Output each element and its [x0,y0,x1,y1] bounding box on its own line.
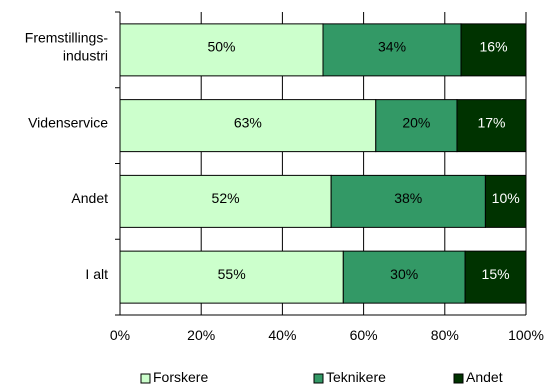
x-tick-label: 80% [431,327,459,343]
bar-segment [456,99,527,153]
bar-segment [484,174,527,228]
data-label: 16% [480,39,508,55]
bar-segment [342,250,466,304]
data-label: 20% [402,114,430,130]
bar-segment [375,99,458,153]
x-tick-label: 20% [187,327,215,343]
x-tick-label: 60% [350,327,378,343]
data-label: 63% [234,114,262,130]
bar-segment [119,250,344,304]
bar-segment [330,174,486,228]
bar-segment [460,23,527,77]
category-label: Fremstillings- [25,30,109,46]
x-tick-labels: 0% 20% 40% 60% 80% 100% [110,327,544,343]
data-label: 55% [218,266,246,282]
legend-label: Teknikere [326,369,386,385]
x-tick-label: 0% [110,327,130,343]
bar-segment [464,250,527,304]
legend-label: Andet [466,369,503,385]
x-tick-label: 40% [268,327,296,343]
bar-segment [119,99,377,153]
data-label: 15% [482,266,510,282]
data-label: 30% [390,266,418,282]
data-label: 17% [477,114,505,130]
data-label: 50% [207,39,235,55]
axes [115,11,526,316]
legend-swatch [140,373,151,384]
category-label: Andet [71,190,108,206]
data-label: 38% [394,190,422,206]
legend-swatch [453,373,464,384]
category-label: industri [63,48,108,64]
legend: Forskere Teknikere Andet [140,369,503,385]
bar-segment [119,174,332,228]
category-labels: Fremstillings-industri Videnservice Andet I… [25,30,109,282]
data-label: 34% [378,39,406,55]
data-label: 10% [492,190,520,206]
category-label: I alt [85,266,108,282]
legend-swatch [313,373,324,384]
legend-label: Forskere [153,369,208,385]
bar-segment [119,23,324,77]
x-tick-label: 100% [508,327,544,343]
category-label: Videnservice [28,114,108,130]
data-label: 52% [212,190,240,206]
bars: 50% 34% 16% 63% 20% 17% 52% 38% 10% 55% 30% 15% [119,23,527,304]
